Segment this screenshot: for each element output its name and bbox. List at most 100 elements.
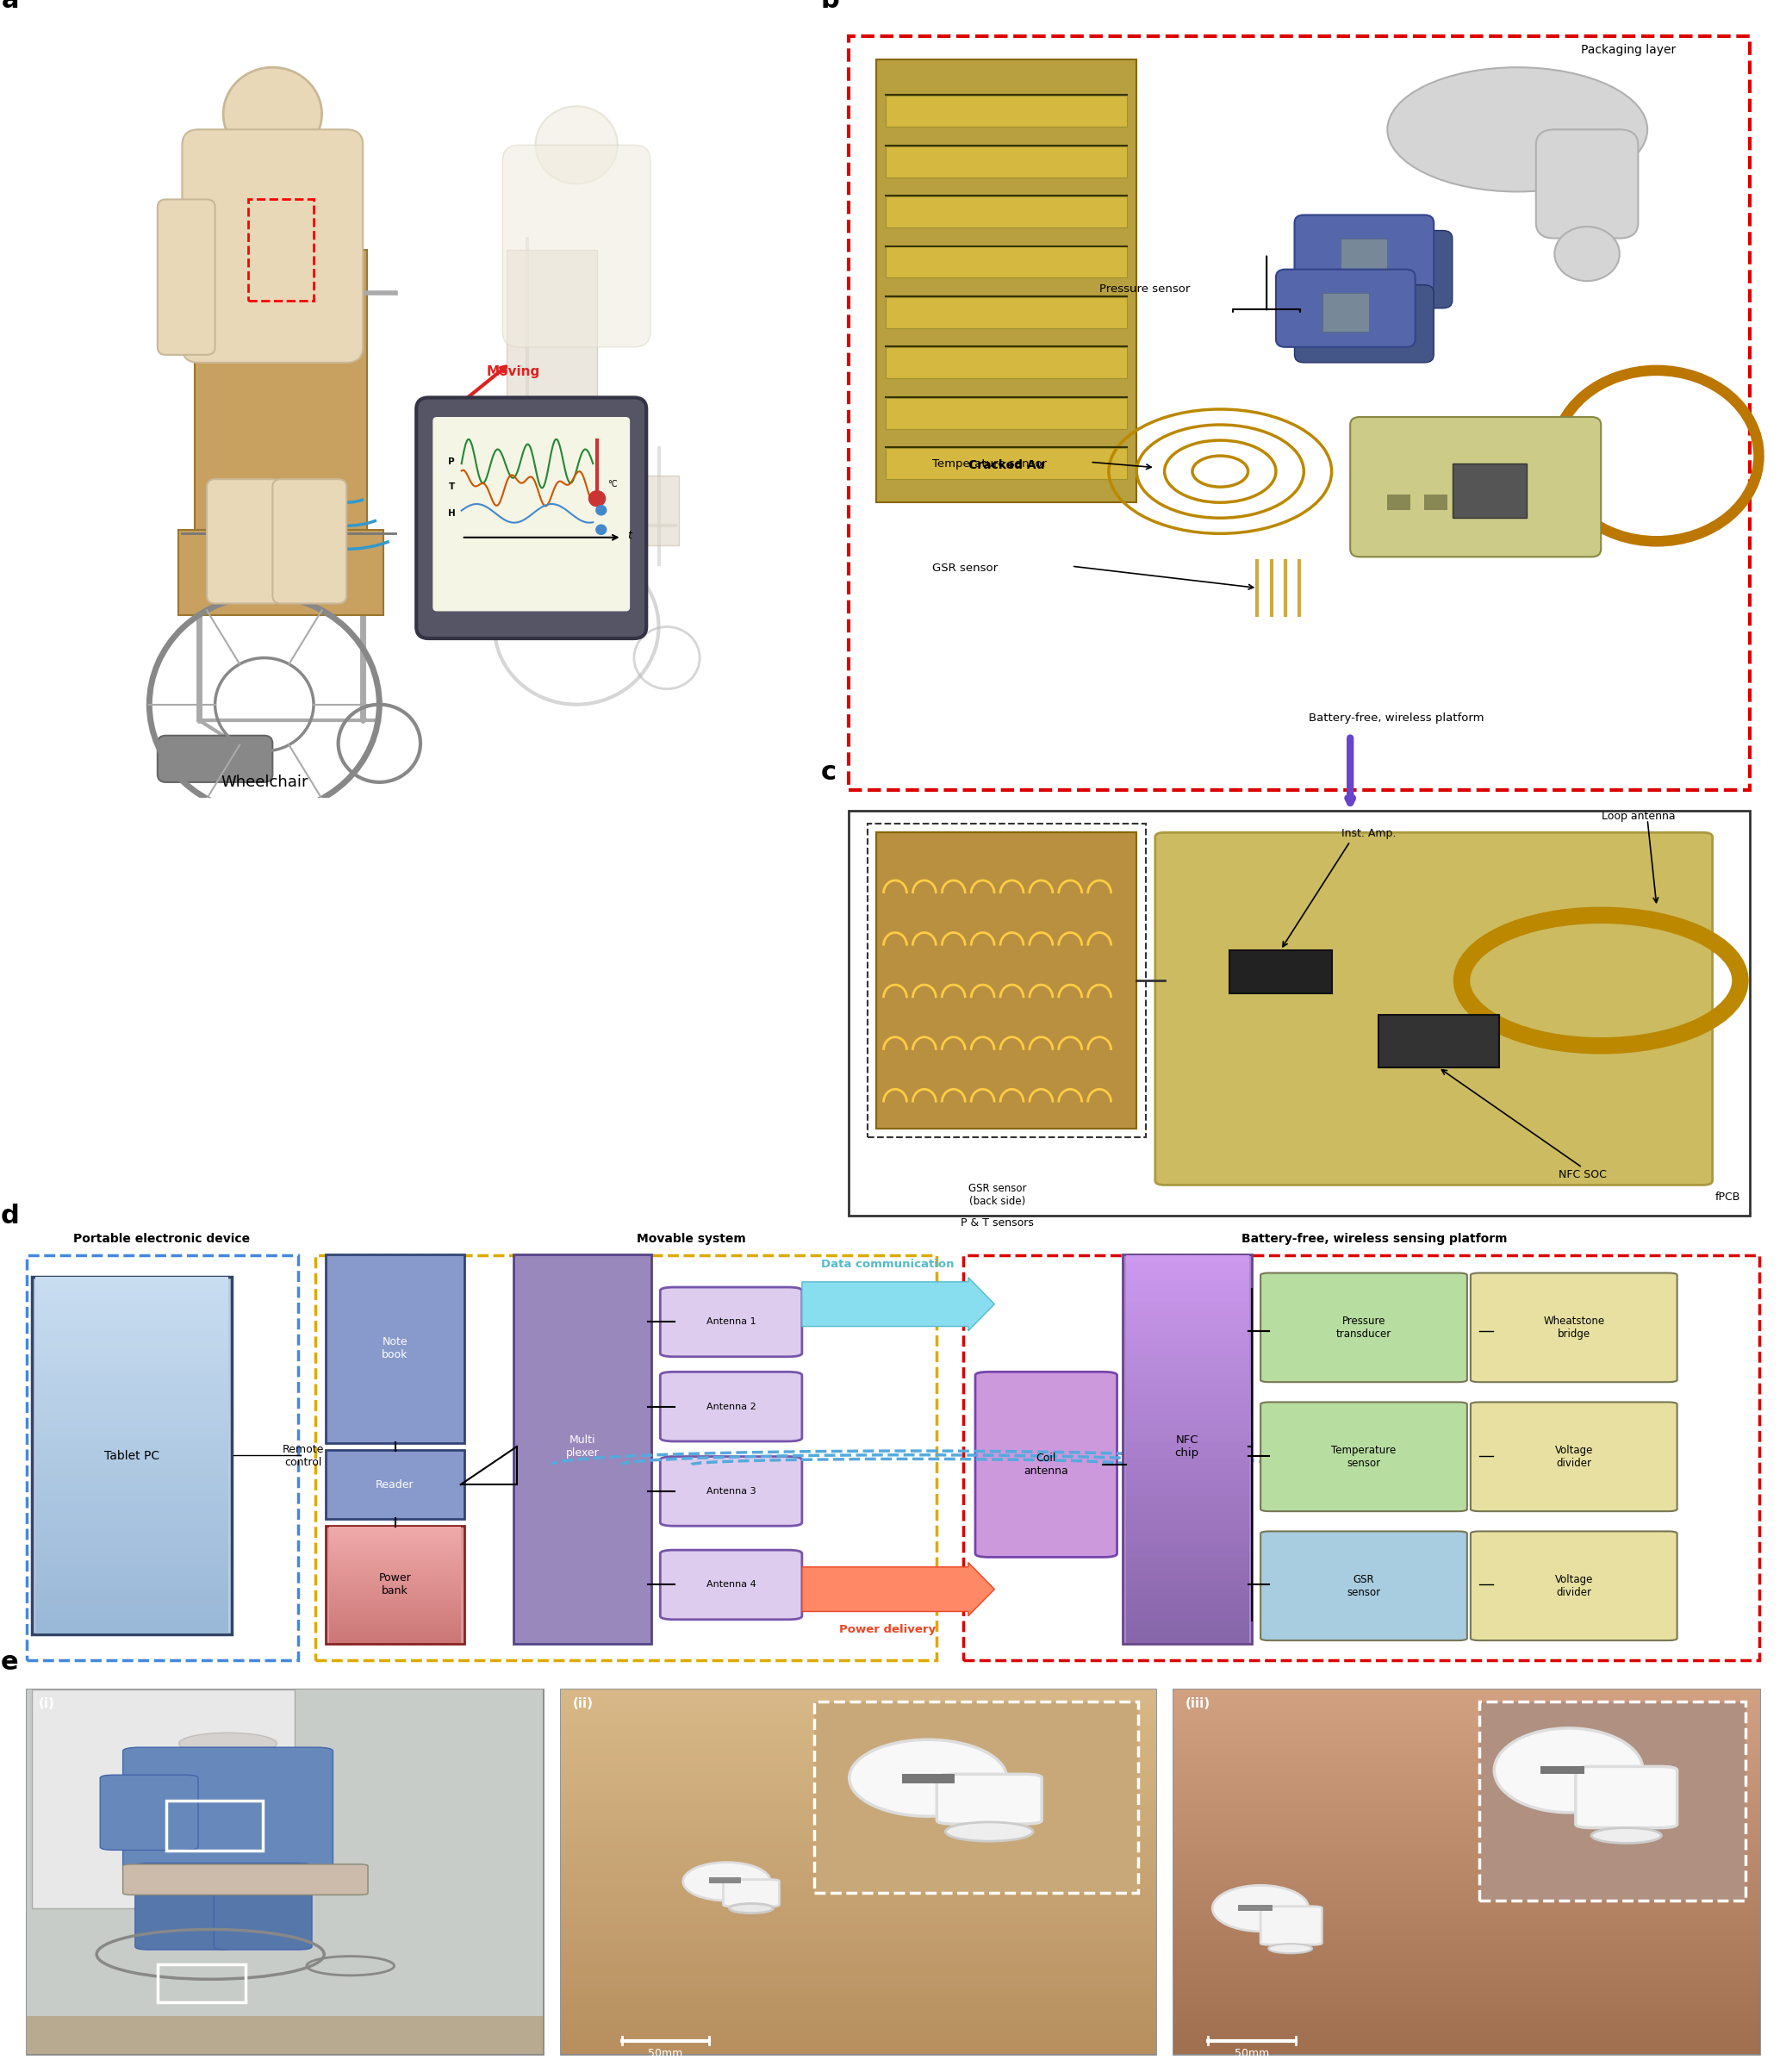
Text: Voltage
divider: Voltage divider (1556, 1444, 1593, 1469)
Text: Remote
control: Remote control (282, 1444, 323, 1467)
Text: c: c (822, 760, 836, 785)
Text: P: P (448, 458, 455, 466)
Bar (32, 1691, 295, 1908)
Bar (886, 247, 1127, 278)
FancyBboxPatch shape (1470, 1403, 1677, 1510)
Text: (i): (i) (39, 1697, 55, 1709)
Bar (1238, 1904, 1273, 1910)
FancyBboxPatch shape (1575, 1767, 1677, 1828)
Bar (814, 1701, 1138, 1894)
FancyBboxPatch shape (123, 1865, 368, 1896)
Text: Tablet PC: Tablet PC (104, 1450, 159, 1461)
FancyBboxPatch shape (1156, 833, 1713, 1185)
FancyBboxPatch shape (1261, 1906, 1322, 1946)
FancyBboxPatch shape (136, 1863, 234, 1950)
Text: Data communication: Data communication (822, 1258, 954, 1270)
Text: Temperature sensor: Temperature sensor (932, 458, 1047, 468)
Bar (1479, 1701, 1745, 1900)
Circle shape (179, 1732, 277, 1755)
Text: H: H (448, 510, 455, 518)
Text: GSR sensor: GSR sensor (932, 564, 998, 574)
Text: Multi
plexer: Multi plexer (566, 1434, 598, 1459)
Text: Cracked Au: Cracked Au (968, 460, 1045, 470)
Circle shape (536, 106, 618, 184)
Bar (886, 448, 1127, 479)
Bar (1425, 495, 1448, 510)
Ellipse shape (850, 1740, 1007, 1817)
FancyBboxPatch shape (157, 736, 273, 781)
Text: t: t (627, 530, 632, 541)
Text: b: b (822, 0, 839, 12)
FancyBboxPatch shape (182, 128, 363, 363)
Circle shape (589, 491, 605, 506)
Text: Loop antenna: Loop antenna (1602, 810, 1675, 823)
FancyBboxPatch shape (325, 1525, 464, 1643)
Text: Antenna 3: Antenna 3 (705, 1488, 755, 1496)
FancyBboxPatch shape (32, 1276, 232, 1635)
Text: fPCB: fPCB (1715, 1191, 1740, 1202)
Ellipse shape (1213, 1886, 1309, 1931)
Text: Coil
antenna: Coil antenna (1023, 1452, 1068, 1477)
Text: Note
book: Note book (382, 1336, 409, 1361)
Bar (166, 1801, 263, 1850)
FancyBboxPatch shape (1275, 269, 1415, 346)
FancyBboxPatch shape (325, 1254, 464, 1442)
Text: Movable system: Movable system (638, 1233, 747, 1245)
Text: °C: °C (607, 481, 618, 489)
Bar (1173, 1691, 1759, 2053)
FancyBboxPatch shape (1261, 1531, 1466, 1641)
FancyBboxPatch shape (1295, 215, 1434, 292)
Text: Antenna 4: Antenna 4 (705, 1581, 755, 1589)
FancyArrow shape (802, 1276, 995, 1330)
Text: d: d (0, 1204, 20, 1229)
Text: GSR sensor
(back side): GSR sensor (back side) (968, 1183, 1027, 1206)
Ellipse shape (1495, 1728, 1643, 1813)
FancyBboxPatch shape (273, 479, 346, 603)
Text: Packaging layer: Packaging layer (1581, 44, 1677, 56)
Text: a: a (2, 0, 20, 12)
Bar (27, 1691, 543, 2053)
Bar (1341, 238, 1388, 278)
FancyBboxPatch shape (507, 474, 679, 545)
Ellipse shape (1554, 226, 1620, 282)
FancyBboxPatch shape (661, 1457, 802, 1525)
FancyBboxPatch shape (975, 1372, 1116, 1558)
FancyBboxPatch shape (432, 416, 630, 611)
Bar (902, 1774, 954, 1784)
Text: 50mm: 50mm (648, 2049, 682, 2060)
Circle shape (223, 66, 321, 162)
FancyBboxPatch shape (661, 1550, 802, 1620)
Text: Battery-free, wireless platform: Battery-free, wireless platform (1309, 713, 1484, 723)
Ellipse shape (945, 1821, 1032, 1842)
FancyBboxPatch shape (1470, 1272, 1677, 1382)
FancyBboxPatch shape (661, 1287, 802, 1357)
Text: Portable electronic device: Portable electronic device (73, 1233, 250, 1245)
Text: Moving: Moving (486, 365, 539, 377)
Text: Reader: Reader (375, 1479, 414, 1490)
Bar (1452, 464, 1527, 518)
Bar (886, 95, 1127, 126)
Bar (561, 1691, 1156, 2053)
Text: Voltage
divider: Voltage divider (1556, 1575, 1593, 1598)
Text: T: T (448, 483, 455, 491)
Text: (iii): (iii) (1186, 1697, 1211, 1709)
FancyBboxPatch shape (513, 1254, 652, 1643)
Circle shape (595, 506, 607, 516)
Text: GSR
sensor: GSR sensor (1347, 1575, 1381, 1598)
Text: 50mm: 50mm (1234, 2049, 1270, 2060)
Bar (886, 147, 1127, 178)
Text: NFC SOC: NFC SOC (1559, 1169, 1606, 1181)
FancyBboxPatch shape (214, 1863, 313, 1950)
FancyArrow shape (802, 1562, 995, 1616)
Bar (886, 398, 1127, 429)
Ellipse shape (1268, 1944, 1313, 1954)
FancyBboxPatch shape (1350, 416, 1600, 557)
Text: Wheelchair: Wheelchair (221, 775, 307, 789)
Ellipse shape (682, 1863, 770, 1900)
FancyBboxPatch shape (1261, 1272, 1466, 1382)
Bar (157, 1964, 245, 2002)
Circle shape (595, 524, 607, 535)
Ellipse shape (1388, 66, 1647, 193)
FancyBboxPatch shape (1122, 1254, 1252, 1643)
Text: (ii): (ii) (573, 1697, 593, 1709)
